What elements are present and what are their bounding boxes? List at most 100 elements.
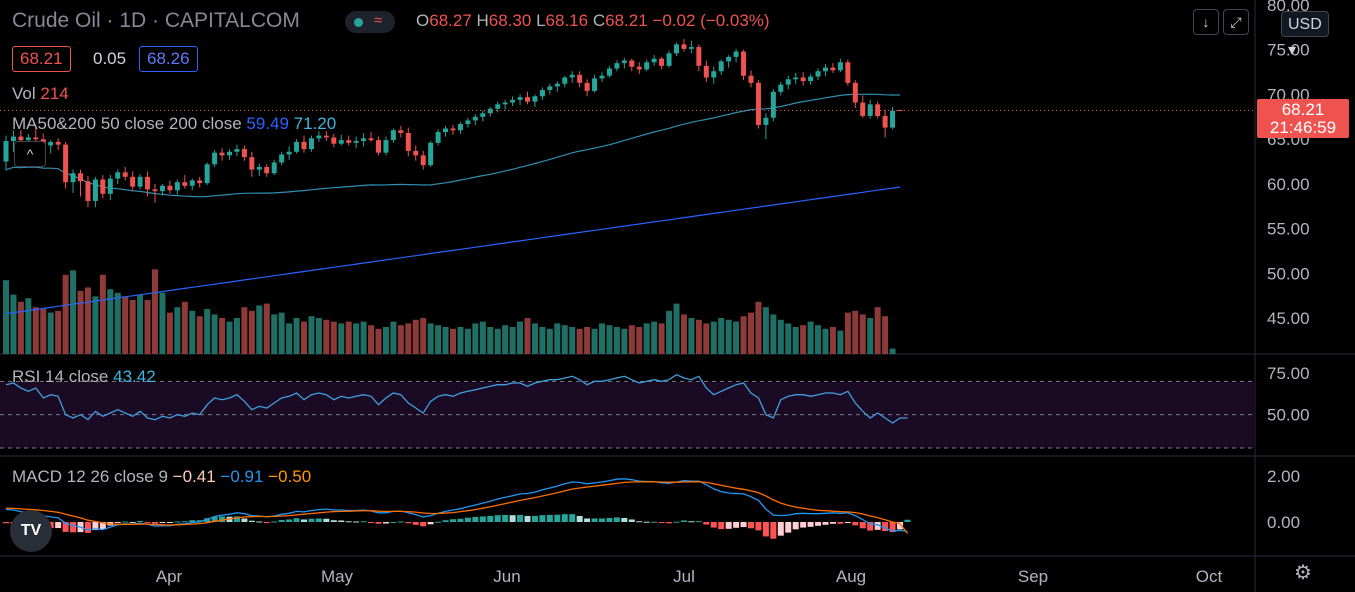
- candle-body: [882, 115, 888, 128]
- candle-body: [63, 144, 69, 183]
- volume-bar: [636, 327, 643, 354]
- volume-bar: [219, 318, 226, 354]
- volume-bar: [882, 316, 889, 354]
- price-tick-label: 75.00: [1267, 41, 1310, 60]
- macd-histogram-bar: [353, 521, 360, 523]
- candle-body: [465, 120, 471, 125]
- candle-body: [562, 77, 568, 84]
- macd-histogram-bar: [666, 522, 673, 524]
- macd-histogram-bar: [829, 522, 836, 524]
- volume-bar: [390, 321, 397, 354]
- candle-body: [808, 76, 814, 82]
- candle-body: [606, 68, 612, 76]
- sell-price-button[interactable]: 68.21: [12, 46, 71, 72]
- macd-histogram-bar: [710, 522, 717, 528]
- volume-bar: [613, 327, 620, 354]
- candle-body: [741, 51, 747, 76]
- macd-hist-value: −0.41: [172, 467, 216, 486]
- arrow-down-icon[interactable]: ↓: [1193, 9, 1219, 35]
- macd-histogram-bar: [815, 522, 822, 526]
- ma-legend[interactable]: MA50&200 50 close 200 close 59.49 71.20: [12, 114, 336, 134]
- macd-histogram-bar: [405, 522, 412, 524]
- currency-select[interactable]: USD ▾: [1281, 11, 1329, 59]
- low-key: L: [536, 11, 546, 30]
- candle-body: [219, 152, 225, 156]
- volume-bar: [397, 325, 404, 354]
- volume-bar: [159, 292, 166, 354]
- rsi-label: RSI 14 close: [12, 367, 109, 386]
- collapse-legend-button[interactable]: ^: [14, 141, 46, 167]
- candle-body: [308, 138, 314, 150]
- volume-bar: [211, 314, 218, 354]
- volume-bar: [271, 314, 278, 354]
- macd-histogram-bar: [286, 519, 293, 522]
- candle-body: [748, 75, 754, 83]
- open-value: 68.27: [429, 11, 472, 30]
- volume-bar: [450, 328, 456, 354]
- candle-body: [837, 62, 843, 71]
- tradingview-logo[interactable]: TV: [10, 510, 52, 552]
- volume-bar: [360, 321, 367, 354]
- candle-body: [815, 71, 821, 77]
- volume-bar: [494, 328, 501, 354]
- macd-histogram-bar: [517, 514, 524, 522]
- macd-histogram-bar: [450, 519, 456, 522]
- macd-legend[interactable]: MACD 12 26 close 9 −0.41 −0.91 −0.50: [12, 467, 311, 487]
- volume-bar: [829, 327, 836, 354]
- macd-histogram-bar: [561, 514, 568, 522]
- candle-body: [301, 141, 307, 150]
- macd-histogram-bar: [800, 522, 807, 528]
- volume-bar: [531, 323, 538, 354]
- macd-histogram-bar: [204, 518, 211, 522]
- candle-body: [174, 182, 180, 191]
- macd-label: MACD 12 26 close 9: [12, 467, 168, 486]
- fullscreen-icon[interactable]: ⤢: [1223, 9, 1249, 35]
- symbol-title[interactable]: Crude Oil · 1D · CAPITALCOM: [12, 9, 300, 32]
- volume-bar: [606, 325, 613, 354]
- macd-histogram-bar: [531, 515, 538, 522]
- candle-body: [510, 99, 516, 103]
- candle-body: [614, 63, 620, 69]
- volume-legend[interactable]: Vol 214: [12, 84, 69, 104]
- candle-body: [726, 56, 732, 62]
- macd-histogram-bar: [293, 518, 300, 522]
- volume-bar: [55, 310, 62, 354]
- macd-histogram-bar: [219, 516, 226, 522]
- candle-body: [316, 135, 322, 139]
- macd-histogram-bar: [584, 518, 591, 522]
- volume-bar: [62, 274, 69, 354]
- volume-bar: [323, 319, 330, 354]
- macd-histogram-bar: [62, 522, 69, 532]
- buy-price-button[interactable]: 68.26: [139, 46, 198, 72]
- macd-histogram-bar: [189, 520, 196, 522]
- candle-body: [390, 130, 396, 141]
- candle-body: [159, 185, 165, 192]
- volume-bar: [695, 319, 702, 354]
- market-status-pill[interactable]: ≈: [345, 11, 395, 33]
- gear-icon[interactable]: ⚙: [1294, 562, 1312, 584]
- volume-bar: [815, 325, 822, 354]
- candle-body: [621, 60, 627, 64]
- macd-histogram-bar: [181, 521, 188, 523]
- candle-body: [688, 47, 694, 49]
- macd-histogram-bar: [748, 522, 754, 529]
- rsi-legend[interactable]: RSI 14 close 43.42: [12, 367, 156, 387]
- wave-icon: ≈: [374, 12, 383, 29]
- time-tick-label: Jun: [493, 567, 520, 586]
- candle-body: [547, 86, 553, 91]
- volume-bar: [17, 301, 24, 354]
- candle-body: [681, 44, 687, 49]
- volume-bar: [740, 316, 747, 354]
- close-key: C: [592, 11, 606, 30]
- currency-label: USD: [1288, 16, 1322, 33]
- candle-body: [70, 173, 76, 183]
- ma200-line: [5, 186, 901, 315]
- volume-bar: [338, 323, 345, 354]
- volume-bar: [107, 289, 114, 354]
- volume-bar: [658, 323, 665, 354]
- candle-body: [286, 151, 292, 155]
- candle-body: [3, 141, 9, 162]
- time-tick-label: Apr: [156, 567, 183, 586]
- macd-histogram-bar: [301, 519, 307, 522]
